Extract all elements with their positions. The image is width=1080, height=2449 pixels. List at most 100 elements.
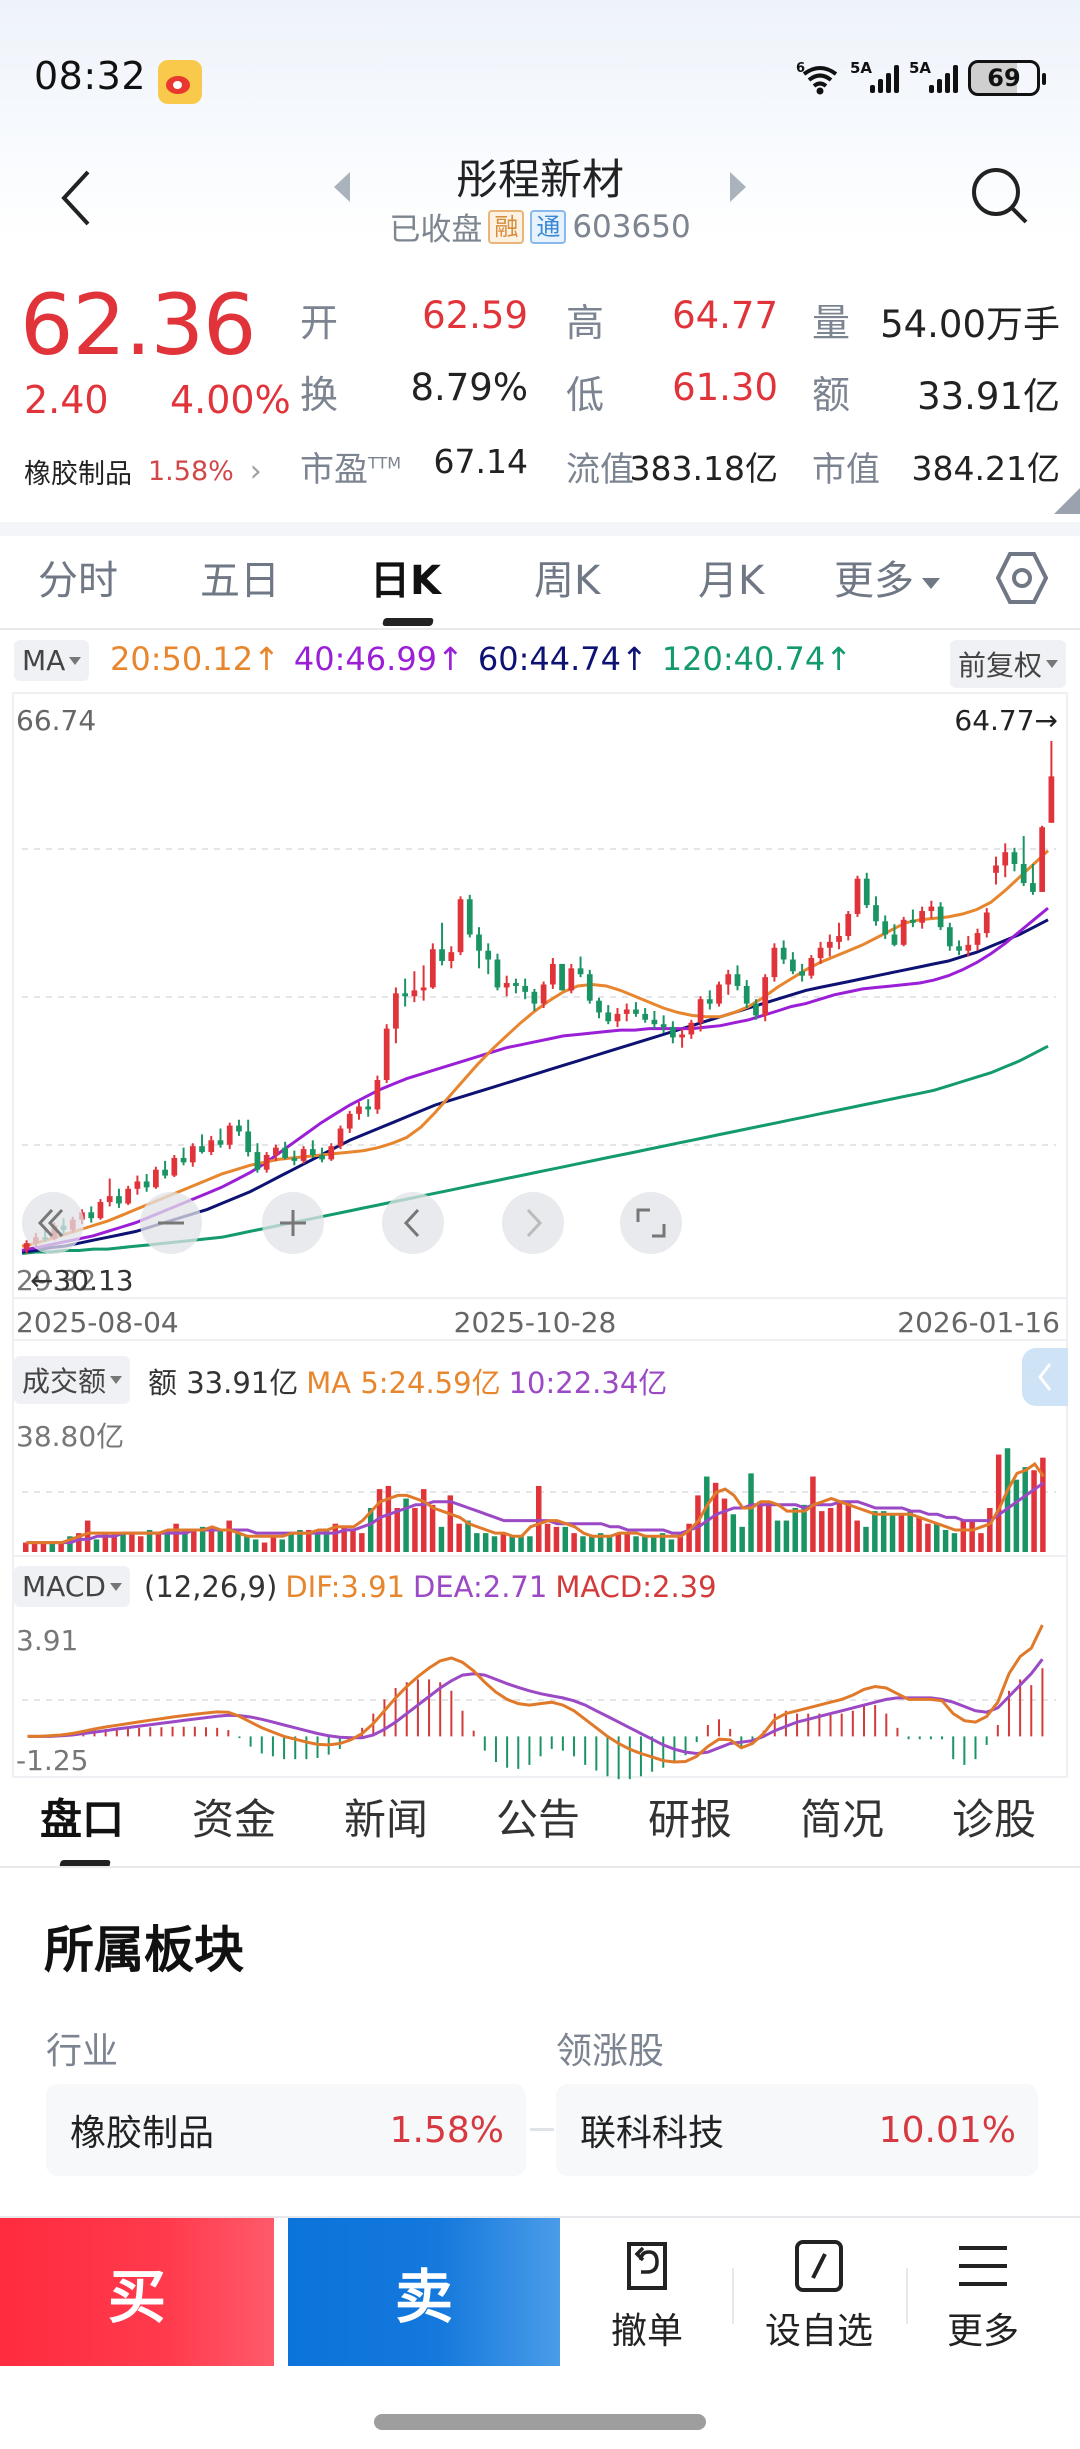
quote-value: 67.14: [433, 442, 528, 481]
collapse-panel-button[interactable]: [1022, 1348, 1068, 1406]
search-button[interactable]: [968, 164, 1032, 228]
scroll-right-button[interactable]: [502, 1192, 564, 1254]
kline-chart[interactable]: 66.74 29.32←30.13 64.77→ 2025-08-04 2025-10-…: [0, 0, 1080, 1800]
buy-button[interactable]: 买: [0, 2218, 274, 2366]
volume-indicator-selector[interactable]: 成交额: [14, 1356, 131, 1404]
minus-icon: [158, 1221, 184, 1225]
chevron-left-icon: [403, 1208, 420, 1238]
svg-text:-1.25: -1.25: [16, 1744, 88, 1777]
svg-text:29.32: 29.32: [16, 1264, 96, 1297]
quote-value: 33.91亿: [917, 375, 1060, 418]
ma-value: 60:44.74↑: [477, 640, 648, 678]
action-bar-divider: [0, 2216, 1080, 2218]
industry-card[interactable]: 橡胶制品 1.58%: [46, 2084, 526, 2176]
status-icons: 6 5A 5A 69: [796, 56, 1046, 100]
leading-stock-percent: 10.01%: [878, 2109, 1016, 2151]
stock-connect-badge: 通: [530, 209, 567, 244]
hexagon-settings-icon: [995, 552, 1049, 604]
tab-detail-4[interactable]: 研报: [648, 1795, 733, 1844]
fullscreen-icon: [636, 1208, 666, 1238]
industry-name: 橡胶制品: [70, 2113, 215, 2154]
quote-label: 高: [566, 301, 605, 345]
quote-label: 开: [300, 301, 339, 345]
caret-down-icon: [69, 656, 82, 665]
caret-down-icon: [109, 1582, 122, 1591]
quote-label: 量: [812, 301, 851, 345]
tab-period-1[interactable]: 五日: [200, 558, 280, 604]
tab-detail-2[interactable]: 新闻: [344, 1795, 429, 1844]
svg-text:66.74: 66.74: [16, 704, 96, 737]
card-connector: [530, 2128, 554, 2131]
quote-value: 8.79%: [410, 366, 528, 409]
add-watchlist-button[interactable]: 设自选: [744, 2238, 894, 2354]
tab-period-3[interactable]: 周K: [534, 558, 601, 604]
quote-value: 64.77: [672, 294, 778, 337]
tab-detail-6[interactable]: 诊股: [952, 1795, 1037, 1844]
price-change: 2.40: [24, 378, 109, 422]
chart-frame: [12, 692, 1068, 1778]
tab-divider: [0, 628, 1080, 630]
scroll-to-start-button[interactable]: [22, 1192, 84, 1254]
expand-quote-icon[interactable]: [1054, 488, 1080, 514]
quote-label: 额: [812, 373, 851, 417]
wifi-icon: 6: [796, 60, 840, 96]
ma-values: 20:50.12↑ 40:46.99↑ 60:44.74↑ 120:40.74↑: [110, 640, 852, 678]
scroll-left-button[interactable]: [382, 1192, 444, 1254]
macd-indicator-selector[interactable]: MACD: [14, 1566, 130, 1607]
sector-name: 橡胶制品: [24, 459, 132, 490]
tab-period-5[interactable]: 更多: [834, 548, 940, 606]
tab-detail-1[interactable]: 资金: [192, 1795, 277, 1844]
ma-value: 20:50.12↑: [110, 640, 280, 678]
svg-text:64.77→: 64.77→: [954, 704, 1058, 737]
caret-down-icon: [922, 577, 940, 589]
section-title: 所属板块: [44, 1921, 244, 1979]
sell-button[interactable]: 卖: [288, 2218, 560, 2366]
leading-stock-label: 领涨股: [556, 2031, 665, 2072]
svg-text:3.91: 3.91: [16, 1624, 78, 1657]
price-adjust-selector[interactable]: 前复权: [949, 640, 1066, 688]
cellular-signal-icon-2: 5A: [909, 59, 958, 93]
industry-percent: 1.58%: [389, 2109, 504, 2151]
tab-detail-0[interactable]: 盘口: [40, 1795, 125, 1844]
chart-settings-button[interactable]: [995, 550, 1049, 606]
indicator-selector-ma[interactable]: MA: [14, 640, 90, 681]
tab-detail-5[interactable]: 简况: [800, 1795, 885, 1844]
previous-stock-button[interactable]: [334, 172, 350, 202]
zoom-out-button[interactable]: [140, 1192, 202, 1254]
tab-detail-3[interactable]: 公告: [496, 1795, 581, 1844]
svg-text:2026-01-16: 2026-01-16: [897, 1306, 1060, 1339]
tab-period-0[interactable]: 分时: [38, 558, 118, 604]
leading-stock-card[interactable]: 联科科技 10.01%: [556, 2084, 1038, 2176]
next-stock-button[interactable]: [730, 172, 746, 202]
volume-values: 额 33.91亿 MA 5:24.59亿 10:22.34亿: [148, 1366, 668, 1400]
back-button[interactable]: [56, 168, 96, 228]
home-indicator[interactable]: [374, 2414, 706, 2430]
svg-text:2025-10-28: 2025-10-28: [454, 1306, 617, 1339]
sector-link[interactable]: 橡胶制品 1.58% ›: [24, 452, 262, 491]
quote-label: 低: [566, 373, 605, 417]
chevron-right-icon: [526, 1208, 543, 1238]
detail-tab-divider: [0, 1866, 1080, 1868]
quote-label: 市盈TTM: [300, 450, 402, 490]
more-actions-button[interactable]: 更多: [908, 2238, 1058, 2354]
zoom-in-button[interactable]: [262, 1192, 324, 1254]
quote-value: 54.00万手: [880, 303, 1060, 346]
cellular-signal-icon-1: 5A: [850, 59, 899, 93]
price-change-percent: 4.00%: [170, 378, 291, 422]
ma-value: 120:40.74↑: [661, 640, 853, 678]
status-time: 08:32: [34, 54, 147, 98]
leading-stock-name: 联科科技: [580, 2113, 725, 2154]
stock-name: 彤程新材: [455, 155, 624, 204]
cancel-order-button[interactable]: 撤单: [572, 2238, 722, 2354]
fullscreen-button[interactable]: [620, 1192, 682, 1254]
double-chevron-left-icon: [37, 1208, 64, 1238]
search-icon: [972, 168, 1028, 224]
weibo-notification-icon: [158, 60, 202, 104]
stock-code: 603650: [572, 208, 691, 245]
sector-percent: 1.58%: [148, 456, 234, 487]
tab-period-4[interactable]: 月K: [698, 558, 765, 604]
tab-period-2[interactable]: 日K: [370, 558, 441, 604]
stock-subtitle: 已收盘 融 通 603650: [0, 204, 1080, 249]
quote-value: 384.21亿: [911, 449, 1060, 488]
svg-text:6: 6: [796, 61, 805, 76]
